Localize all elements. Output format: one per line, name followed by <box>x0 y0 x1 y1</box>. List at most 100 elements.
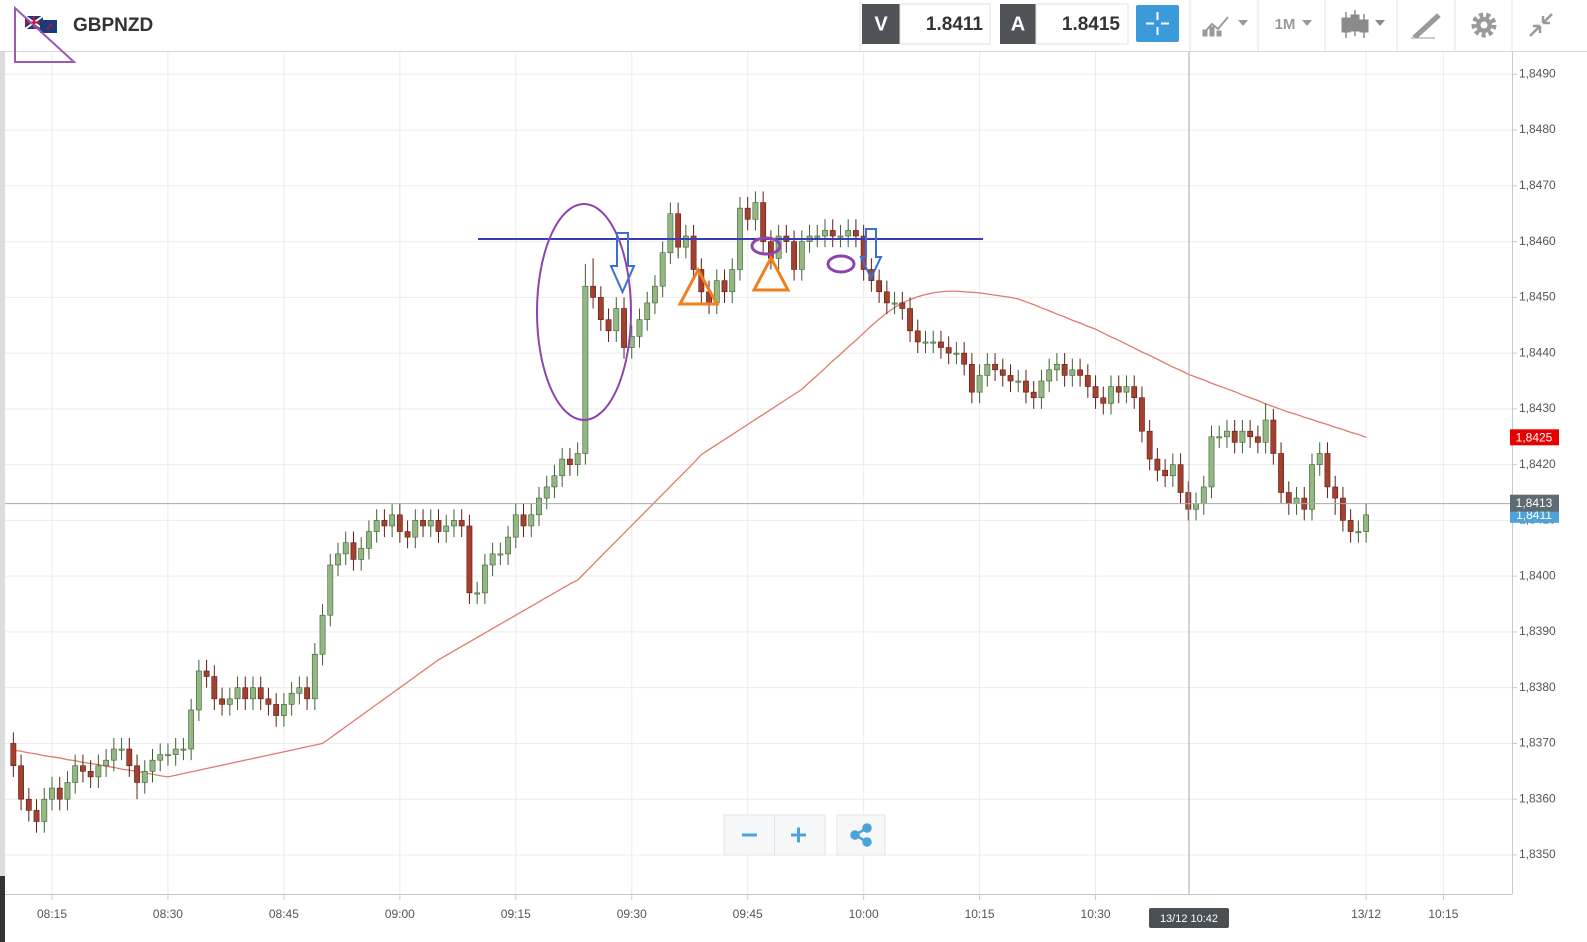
y-tick-label: 1,8490 <box>1519 66 1556 80</box>
candle-body <box>682 235 689 248</box>
candle-body <box>930 341 937 344</box>
candle-body <box>1108 386 1114 404</box>
candle-body <box>335 553 341 566</box>
candle-body <box>49 787 55 800</box>
y-tick-label: 1,8420 <box>1519 457 1556 471</box>
y-tick-label: 1,8460 <box>1519 234 1556 248</box>
settings-button[interactable] <box>1471 12 1497 38</box>
chart-type-button[interactable] <box>1202 16 1248 37</box>
candle-body <box>1285 492 1292 504</box>
candle-body <box>226 698 233 705</box>
candle-body <box>659 252 666 287</box>
candle-body <box>1123 386 1130 393</box>
candle-body <box>358 547 365 560</box>
candle-body <box>25 798 32 811</box>
candle-body <box>149 759 156 772</box>
x-tick-label: 13/12 <box>1351 907 1381 921</box>
candle-body <box>319 614 326 655</box>
share-panel <box>836 814 886 856</box>
candle-body <box>311 653 318 700</box>
ma-price-box <box>1510 429 1559 446</box>
candle-body <box>165 754 171 757</box>
candle-body <box>327 564 334 616</box>
annotations <box>14 5 983 421</box>
candle-body <box>1139 397 1145 432</box>
candle-body <box>1340 497 1346 521</box>
crosshair-y-box <box>1510 494 1559 512</box>
candle-body <box>41 798 48 822</box>
candle-body <box>922 341 929 344</box>
candle-body <box>211 676 218 700</box>
candle-body <box>404 531 411 538</box>
candle-body <box>481 564 488 594</box>
candle-body <box>1115 386 1122 393</box>
candle-body <box>543 486 550 499</box>
x-tick-label: 09:45 <box>733 907 763 921</box>
x-tick-label: 09:00 <box>385 907 415 921</box>
candle-body <box>590 285 596 298</box>
crosshair-y-label: 1,8413 <box>1516 496 1553 510</box>
candle-body <box>110 748 117 761</box>
candle-body <box>451 520 457 527</box>
plot-layer: 08:15 08:30 08:45 09:00 09:15 09:30 09:45 10:00… <box>5 52 1559 928</box>
candle-body <box>853 230 859 237</box>
candle-body <box>798 241 805 270</box>
zoom-in-button[interactable] <box>791 827 806 843</box>
candle-body <box>489 553 496 566</box>
candle-body <box>891 302 898 305</box>
crosshair-button[interactable] <box>1136 5 1179 42</box>
candle-body <box>234 687 241 700</box>
share-button[interactable] <box>850 823 872 847</box>
zoom-controls <box>723 814 886 856</box>
candle-body <box>999 369 1006 376</box>
candle-body <box>180 748 187 751</box>
candle-body <box>791 241 797 270</box>
collapse-button[interactable] <box>1529 13 1553 37</box>
timeframe[interactable]: 1M <box>1275 16 1296 33</box>
candle-body <box>1131 386 1138 399</box>
annotation-triangle <box>14 5 77 63</box>
candle-body <box>652 285 658 304</box>
candle-body <box>118 748 125 751</box>
candle-body <box>466 525 473 594</box>
x-tick-label: 08:30 <box>153 907 183 921</box>
candle-body <box>288 692 295 705</box>
flag-icon <box>24 15 57 33</box>
candle-body <box>968 363 975 393</box>
candle-body <box>10 743 17 767</box>
candle-type-button[interactable] <box>1341 10 1385 38</box>
candle-body <box>837 235 844 238</box>
annotation-triangle <box>677 266 720 306</box>
candle-body <box>1023 380 1029 393</box>
candle-body <box>72 765 79 783</box>
down-arrow <box>859 228 883 281</box>
candle-body <box>1224 430 1230 438</box>
bid-field <box>899 3 991 45</box>
x-tick-label: 10:15 <box>965 907 995 921</box>
candle-body <box>273 704 280 716</box>
bid-button[interactable] <box>862 4 900 44</box>
candle-body <box>636 319 643 337</box>
draw-button[interactable] <box>1411 13 1441 39</box>
candle-body <box>559 458 566 477</box>
candle-body <box>304 687 310 700</box>
moving-average-line <box>13 290 1367 778</box>
candle-body <box>242 687 249 700</box>
candle-body <box>1162 469 1169 477</box>
candle-body <box>342 542 349 555</box>
candle-body <box>1332 486 1339 499</box>
candle-body <box>914 330 921 343</box>
candle-body <box>1185 492 1192 510</box>
ask-button[interactable] <box>1000 4 1036 44</box>
y-tick-label: 1,8450 <box>1519 290 1556 304</box>
candle-body <box>56 787 63 800</box>
candle-body <box>126 748 133 767</box>
candle-body <box>1015 380 1022 383</box>
candle-body <box>1077 369 1083 376</box>
candle-body <box>95 765 102 778</box>
y-tick-label: 1,8360 <box>1519 791 1556 805</box>
header: GBPNZD V 1.8411 A 1.8415 1M <box>0 0 1587 52</box>
header-bar <box>0 0 1587 51</box>
candle-body <box>814 235 821 238</box>
